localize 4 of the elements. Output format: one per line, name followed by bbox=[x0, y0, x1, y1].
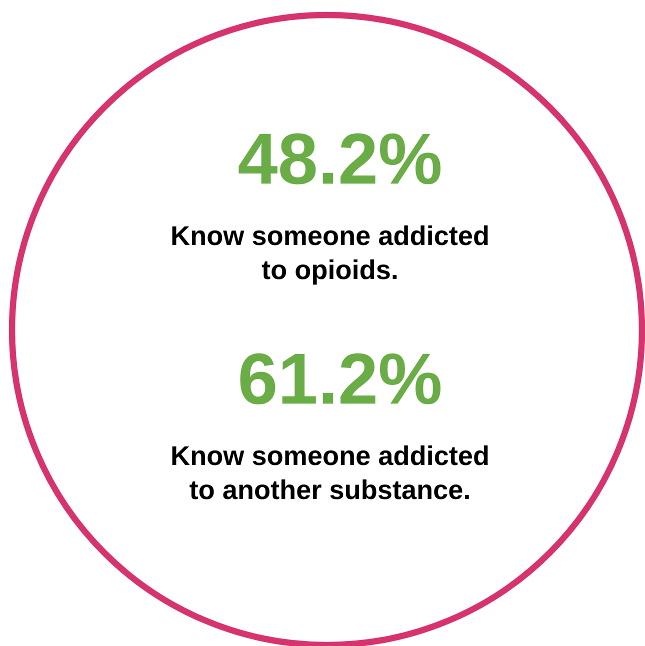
category-label: Know someone addicted to another substance. bbox=[172, 445, 488, 500]
category-label: Know someone addicted to opioids. bbox=[172, 225, 488, 285]
data-label: 61.2% bbox=[240, 353, 440, 404]
data-label: 48.2% bbox=[238, 133, 440, 184]
